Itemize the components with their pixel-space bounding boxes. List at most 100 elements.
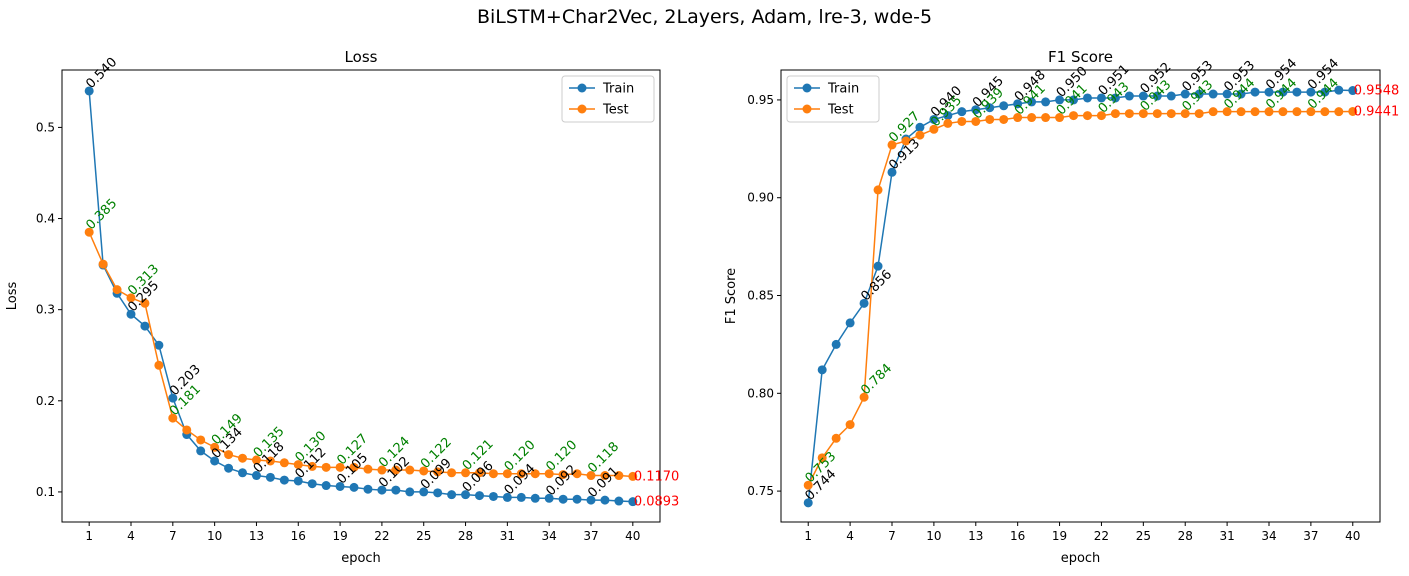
data-point-test: [1124, 109, 1134, 119]
data-point-train: [1041, 97, 1051, 107]
series-line-train: [807, 89, 1353, 503]
data-point-train: [1082, 93, 1092, 103]
y-tick-label: 0.90: [747, 191, 774, 205]
y-tick-label: 0.1: [36, 485, 55, 499]
y-tick-label: 0.5: [36, 120, 55, 134]
train-value-label: 0.540: [83, 55, 120, 92]
data-point-train: [614, 496, 624, 506]
data-point-train: [572, 494, 582, 504]
data-point-train: [321, 481, 331, 491]
x-tick-label: 1: [804, 529, 812, 543]
series-line-test: [88, 231, 633, 478]
data-point-train: [84, 86, 94, 96]
legend-label: Test: [602, 103, 629, 118]
data-point-train: [586, 495, 596, 505]
data-point-test: [1013, 113, 1023, 123]
data-point-train: [1278, 87, 1288, 97]
data-point-test: [321, 462, 331, 472]
data-point-train: [803, 498, 813, 508]
data-point-train: [349, 482, 359, 492]
data-point-train: [474, 491, 484, 501]
data-point-test: [391, 465, 401, 475]
data-point-test: [84, 227, 94, 237]
data-point-test: [447, 468, 457, 478]
data-point-test: [943, 118, 953, 128]
data-point-train: [265, 472, 275, 482]
data-point-test: [628, 471, 638, 481]
data-point-train: [433, 488, 443, 498]
data-point-test: [1138, 109, 1148, 119]
data-point-test: [488, 469, 498, 479]
data-point-train: [999, 101, 1009, 111]
x-tick-label: 19: [1052, 529, 1067, 543]
train-value-label: 0.856: [858, 267, 895, 304]
data-point-test: [1194, 109, 1204, 119]
data-point-train: [1292, 87, 1302, 97]
data-point-test: [1306, 107, 1316, 117]
data-point-train: [971, 105, 981, 115]
legend-label: Train: [827, 82, 859, 97]
data-point-train: [1236, 89, 1246, 99]
figure-title: BiLSTM+Char2Vec, 2Layers, Adam, lre-3, w…: [476, 6, 933, 28]
data-point-test: [600, 471, 610, 481]
data-point-test: [1292, 107, 1302, 117]
data-point-test: [196, 435, 206, 445]
x-tick-label: 28: [458, 529, 473, 543]
data-point-test: [502, 469, 512, 479]
data-point-train: [1055, 95, 1065, 105]
data-point-train: [1069, 95, 1079, 105]
data-point-train: [845, 318, 855, 328]
data-point-train: [419, 487, 429, 497]
plot-area: [61, 69, 661, 523]
data-point-test: [901, 136, 911, 146]
data-point-train: [985, 103, 995, 113]
data-point-test: [887, 140, 897, 150]
data-point-train: [1348, 86, 1358, 96]
x-tick-label: 16: [291, 529, 306, 543]
data-point-train: [943, 111, 953, 121]
x-tick-label: 4: [127, 529, 135, 543]
x-axis-label: epoch: [341, 551, 381, 566]
data-point-train: [279, 475, 289, 485]
data-point-test: [831, 433, 841, 443]
data-point-test: [803, 480, 813, 490]
data-point-test: [1320, 107, 1330, 117]
data-point-test: [1222, 107, 1232, 117]
data-point-test: [614, 471, 624, 481]
data-point-test: [1069, 111, 1079, 121]
y-tick-label: 0.80: [747, 386, 774, 400]
data-point-test: [1348, 106, 1358, 116]
data-point-train: [405, 487, 415, 497]
data-point-train: [447, 490, 457, 500]
data-point-train: [1194, 89, 1204, 99]
x-tick-label: 34: [542, 529, 557, 543]
series-line-train: [88, 90, 633, 503]
data-point-test: [154, 360, 164, 370]
data-point-test: [461, 468, 471, 478]
x-tick-label: 10: [926, 529, 941, 543]
data-point-train: [915, 122, 925, 132]
x-tick-label: 25: [416, 529, 431, 543]
x-tick-label: 13: [249, 529, 264, 543]
data-point-test: [929, 124, 939, 134]
data-point-train: [1152, 91, 1162, 101]
data-point-train: [251, 471, 261, 481]
legend-marker: [577, 104, 587, 114]
data-point-train: [887, 167, 897, 177]
x-tick-label: 31: [500, 529, 515, 543]
x-tick-label: 25: [1136, 529, 1151, 543]
data-point-train: [544, 493, 554, 503]
data-point-test: [307, 461, 317, 471]
data-point-test: [873, 185, 883, 195]
data-point-train: [873, 261, 883, 271]
data-point-train: [224, 463, 234, 473]
data-point-train: [140, 321, 150, 331]
data-point-test: [1264, 107, 1274, 117]
data-point-test: [1166, 109, 1176, 119]
data-point-test: [1180, 109, 1190, 119]
data-point-train: [831, 339, 841, 349]
x-tick-label: 40: [625, 529, 640, 543]
data-point-train: [210, 456, 220, 466]
data-point-test: [349, 462, 359, 472]
